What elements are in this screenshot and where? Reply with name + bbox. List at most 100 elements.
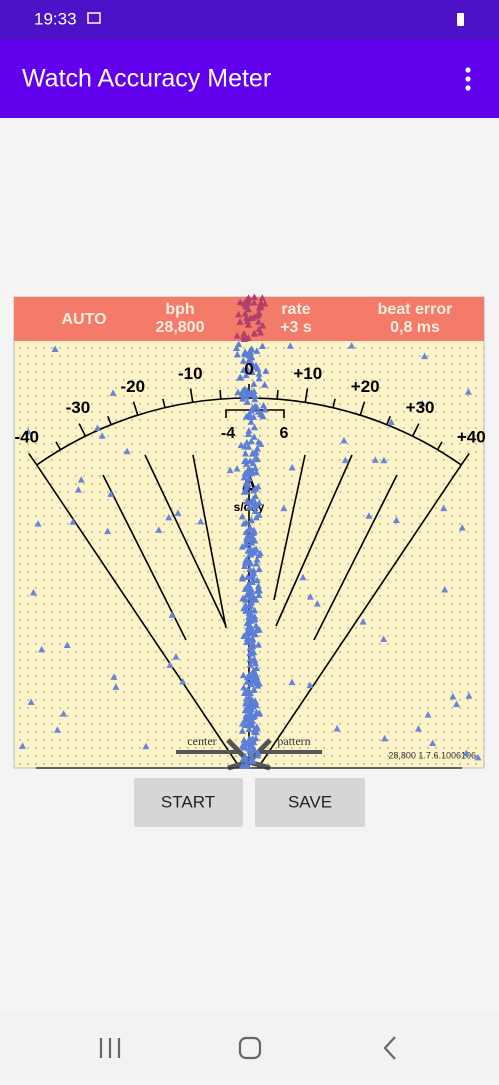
beat-marker bbox=[255, 318, 263, 325]
beat-marker bbox=[179, 678, 187, 685]
back-button[interactable] bbox=[383, 1036, 396, 1060]
dial-edge bbox=[36, 464, 241, 769]
beat-marker bbox=[107, 490, 115, 497]
beat-marker bbox=[252, 698, 260, 705]
beat-marker bbox=[333, 724, 341, 732]
beat-marker bbox=[248, 657, 256, 664]
beat-marker bbox=[63, 641, 71, 649]
menu-dot[interactable] bbox=[465, 85, 471, 91]
beat-marker bbox=[233, 464, 241, 472]
scale-label: -30 bbox=[66, 398, 91, 417]
scale-label: +20 bbox=[351, 377, 380, 396]
nav-bar bbox=[0, 1013, 499, 1080]
beat-marker bbox=[252, 734, 260, 742]
beat-marker bbox=[240, 683, 248, 691]
beat-marker bbox=[24, 428, 32, 435]
beat-marker bbox=[465, 692, 473, 699]
beat-marker bbox=[123, 447, 131, 455]
beat-marker bbox=[441, 585, 449, 593]
beat-marker bbox=[247, 498, 255, 505]
menu-dot[interactable] bbox=[465, 76, 471, 82]
beat-marker bbox=[241, 442, 249, 450]
scale-label: +30 bbox=[406, 398, 435, 417]
beat-error-label: beat error bbox=[378, 301, 453, 318]
scale-label: 0 bbox=[244, 359, 253, 378]
beat-marker bbox=[243, 697, 251, 704]
recents-button[interactable] bbox=[99, 1038, 121, 1058]
save-button[interactable]: SAVE bbox=[255, 778, 365, 827]
beat-marker bbox=[29, 588, 37, 596]
beat-marker bbox=[243, 296, 251, 303]
beat-marker bbox=[255, 565, 263, 572]
beat-marker bbox=[172, 653, 180, 660]
beat-marker bbox=[288, 463, 296, 471]
beat-marker bbox=[245, 735, 253, 742]
beat-marker bbox=[252, 560, 260, 567]
beat-marker bbox=[252, 361, 260, 369]
beat-marker bbox=[245, 612, 253, 619]
beat-marker bbox=[98, 432, 106, 439]
beat-marker bbox=[242, 596, 250, 603]
home-button[interactable] bbox=[238, 1036, 262, 1060]
beat-marker bbox=[255, 374, 263, 382]
beat-marker bbox=[109, 389, 117, 396]
beat-marker bbox=[371, 456, 379, 463]
beat-marker bbox=[250, 738, 258, 746]
beat-marker bbox=[240, 743, 248, 751]
beat-marker bbox=[252, 468, 260, 476]
bph-label: bph bbox=[165, 301, 194, 318]
beat-marker bbox=[429, 739, 437, 746]
beat-marker bbox=[251, 464, 259, 471]
beat-marker bbox=[255, 438, 263, 445]
start-button-bg[interactable] bbox=[134, 778, 243, 827]
dial-tick bbox=[386, 415, 391, 425]
beat-marker bbox=[238, 727, 246, 734]
beat-marker bbox=[250, 685, 258, 693]
beat-marker bbox=[252, 622, 260, 629]
beat-marker bbox=[247, 407, 255, 414]
beat-marker bbox=[241, 469, 249, 477]
beat-marker bbox=[440, 504, 448, 512]
beat-marker bbox=[250, 546, 258, 553]
dial-tick bbox=[304, 388, 309, 403]
beat-marker bbox=[249, 721, 257, 729]
beat-marker bbox=[247, 516, 255, 523]
beat-marker bbox=[251, 392, 259, 400]
beat-marker bbox=[242, 518, 250, 526]
battery-icon bbox=[457, 13, 464, 26]
beat-marker bbox=[458, 524, 466, 531]
beat-marker bbox=[248, 616, 256, 624]
beat-marker bbox=[238, 390, 246, 397]
beat-marker bbox=[392, 516, 400, 524]
beat-marker bbox=[240, 457, 248, 465]
beat-marker bbox=[245, 427, 253, 434]
beat-marker bbox=[247, 551, 255, 558]
beat-marker bbox=[380, 456, 388, 464]
beat-marker bbox=[246, 346, 254, 354]
beat-marker bbox=[242, 601, 250, 609]
start-button-label[interactable]: START bbox=[161, 792, 215, 811]
beat-marker bbox=[249, 459, 257, 467]
save-button-bg[interactable] bbox=[255, 778, 365, 827]
dial-tick bbox=[107, 415, 112, 425]
beat-marker bbox=[252, 453, 260, 461]
beat-marker bbox=[247, 437, 255, 445]
menu-dot[interactable] bbox=[465, 67, 471, 73]
beat-marker bbox=[251, 659, 259, 667]
overflow-menu[interactable] bbox=[465, 67, 471, 91]
center-label: center bbox=[187, 734, 216, 748]
beat-marker bbox=[262, 367, 270, 374]
beat-marker bbox=[165, 513, 173, 521]
beat-marker bbox=[251, 507, 259, 514]
beat-marker bbox=[249, 534, 257, 542]
beat-marker bbox=[449, 692, 457, 700]
beat-marker bbox=[243, 364, 251, 372]
beat-marker bbox=[261, 300, 269, 307]
start-button[interactable]: START bbox=[134, 778, 243, 827]
app-title: Watch Accuracy Meter bbox=[22, 65, 271, 93]
beat-marker bbox=[233, 350, 241, 358]
beat-marker bbox=[253, 444, 261, 452]
beat-marker bbox=[244, 712, 252, 720]
save-button-label[interactable]: SAVE bbox=[288, 792, 332, 811]
beat-marker bbox=[243, 619, 251, 626]
